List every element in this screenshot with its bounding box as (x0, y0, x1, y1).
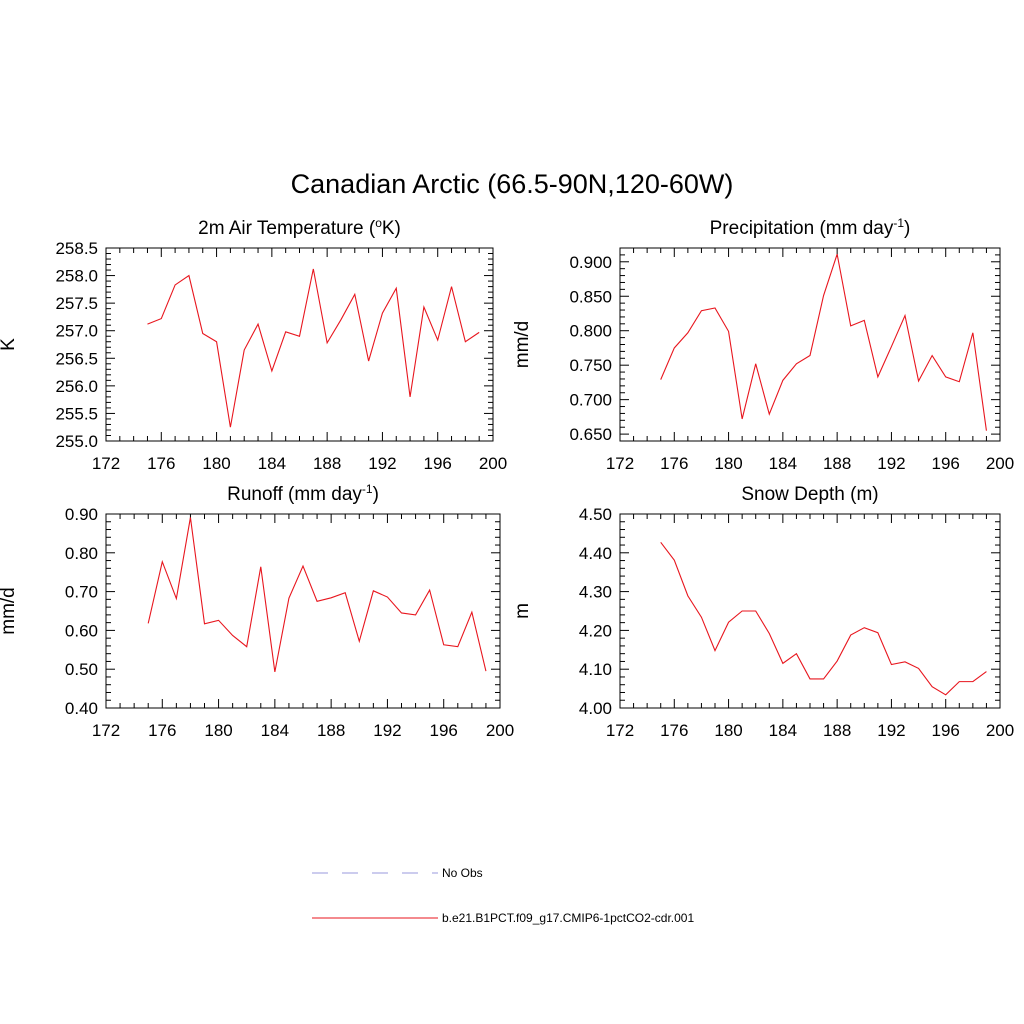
x-tick-label: 200 (986, 454, 1014, 473)
y-tick-label: 0.40 (65, 699, 98, 718)
x-tick-label: 200 (479, 454, 507, 473)
legend-label: No Obs (442, 866, 483, 880)
y-tick-label: 0.800 (569, 322, 612, 341)
y-tick-label: 0.70 (65, 583, 98, 602)
panel-title: Runoff (mm day-1) (227, 482, 379, 505)
x-tick-label: 176 (147, 454, 175, 473)
panel-title: Precipitation (mm day-1) (710, 216, 911, 239)
legend: No Obs b.e21.B1PCT.f09_g17.CMIP6-1pctCO2-… (312, 866, 694, 925)
panel-title: 2m Air Temperature (oK) (198, 216, 401, 239)
series-line-snow-depth (660, 541, 987, 696)
x-tick-label: 176 (148, 721, 176, 740)
y-tick-label: 4.40 (579, 544, 612, 563)
y-tick-label: 255.0 (55, 432, 98, 451)
x-tick-label: 172 (606, 454, 634, 473)
plot-frame (105, 513, 501, 709)
x-tick-label: 184 (261, 721, 289, 740)
panels: 2m Air Temperature (oK) K 172 176 180 184 188 1… (0, 216, 1014, 740)
x-tick-label: 188 (317, 721, 345, 740)
x-tick-label: 184 (769, 721, 797, 740)
y-tick-label: 0.50 (65, 660, 98, 679)
x-tick-label: 184 (258, 454, 286, 473)
x-tick-label: 192 (877, 721, 905, 740)
y-tick-label: 257.5 (55, 294, 98, 313)
y-tick-label: 0.700 (569, 391, 612, 410)
y-axis-label: m (512, 603, 533, 619)
panel-snow-depth: Snow Depth (m) m 172 176 180 184 188 192 196 200 4… (512, 484, 1014, 740)
y-axis-label: mm/d (0, 587, 19, 635)
x-tick-label: 200 (486, 721, 514, 740)
figure-title: Canadian Arctic (66.5-90N,120-60W) (291, 169, 734, 199)
legend-label: b.e21.B1PCT.f09_g17.CMIP6-1pctCO2-cdr.00… (442, 911, 694, 925)
x-tick-label: 192 (877, 454, 905, 473)
x-tick-label: 172 (92, 721, 120, 740)
x-tick-label: 196 (430, 721, 458, 740)
y-axis-label: K (0, 338, 19, 351)
panel-title: Snow Depth (m) (741, 484, 878, 505)
y-tick-label: 4.10 (579, 660, 612, 679)
series-line-precipitation (660, 254, 987, 431)
x-tick-label: 176 (660, 721, 688, 740)
y-tick-label: 4.30 (579, 583, 612, 602)
y-tick-label: 258.0 (55, 267, 98, 286)
x-tick-label: 196 (932, 454, 960, 473)
x-tick-label: 176 (660, 454, 688, 473)
y-tick-label: 0.90 (65, 505, 98, 524)
y-tick-label: 257.0 (55, 322, 98, 341)
panel-runoff: Runoff (mm day-1) mm/d 172 176 180 184 188 192 1… (0, 482, 514, 740)
legend-item: b.e21.B1PCT.f09_g17.CMIP6-1pctCO2-cdr.00… (312, 911, 694, 925)
panel-air-temperature: 2m Air Temperature (oK) K 172 176 180 184 188 1… (0, 216, 507, 473)
x-tick-label: 196 (932, 721, 960, 740)
y-tick-label: 4.20 (579, 621, 612, 640)
x-tick-label: 180 (202, 454, 230, 473)
y-tick-label: 0.60 (65, 621, 98, 640)
x-tick-label: 188 (313, 454, 341, 473)
y-tick-label: 255.5 (55, 404, 98, 423)
y-tick-label: 0.900 (569, 253, 612, 272)
y-tick-label: 0.80 (65, 544, 98, 563)
series-line-runoff (147, 517, 487, 673)
plot-frame (105, 247, 494, 442)
panel-precipitation: Precipitation (mm day-1) mm/d 172 176 180 184… (512, 216, 1014, 473)
y-tick-label: 4.50 (579, 505, 612, 524)
x-tick-label: 180 (714, 454, 742, 473)
x-tick-label: 172 (606, 721, 634, 740)
x-tick-label: 180 (714, 721, 742, 740)
x-tick-label: 196 (424, 454, 452, 473)
y-tick-label: 256.5 (55, 349, 98, 368)
y-tick-label: 0.650 (569, 425, 612, 444)
x-tick-label: 180 (204, 721, 232, 740)
x-tick-label: 184 (769, 454, 797, 473)
y-tick-label: 4.00 (579, 699, 612, 718)
y-axis-label: mm/d (512, 321, 533, 369)
legend-item: No Obs (312, 866, 483, 880)
x-tick-label: 200 (986, 721, 1014, 740)
x-tick-label: 192 (373, 721, 401, 740)
x-tick-label: 172 (92, 454, 120, 473)
y-tick-label: 0.750 (569, 356, 612, 375)
x-tick-label: 188 (823, 454, 851, 473)
y-tick-label: 258.5 (55, 239, 98, 258)
x-tick-label: 188 (823, 721, 851, 740)
y-tick-label: 256.0 (55, 377, 98, 396)
x-tick-label: 192 (368, 454, 396, 473)
series-line-air-temperature (147, 268, 480, 428)
y-tick-label: 0.850 (569, 287, 612, 306)
